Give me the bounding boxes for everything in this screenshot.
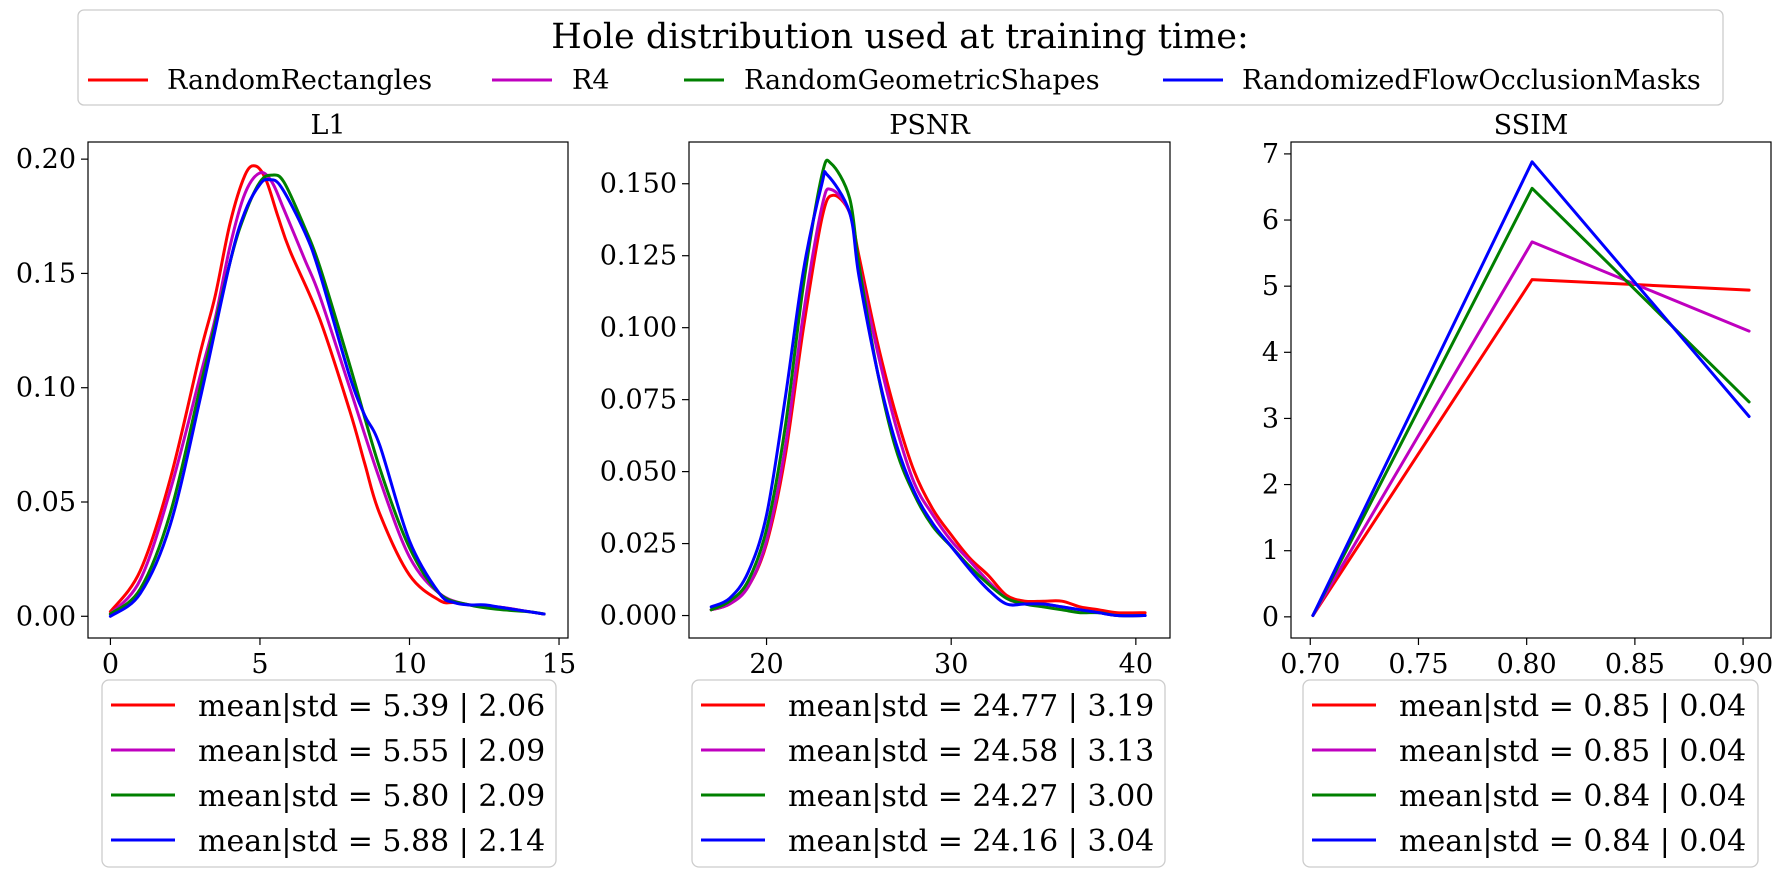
y-tick-label-ssim: 3 — [1262, 403, 1279, 434]
series-line-psnr-randomized-flow-occlusion-masks — [709, 170, 1147, 618]
series-line-ssim-r4 — [1311, 240, 1751, 617]
series-line-l1-randomized-flow-occlusion-masks — [108, 178, 546, 618]
series-line-ssim-randomized-flow-occlusion-masks — [1311, 160, 1751, 617]
top-legend: Hole distribution used at training time:… — [77, 9, 1724, 106]
y-tick-label-l1: 0.10 — [16, 373, 76, 404]
legend-label-l1-randomized-flow-occlusion-masks: mean|std = 5.88 | 2.14 — [198, 824, 545, 859]
y-tick-label-l1: 0.05 — [16, 487, 76, 518]
top-legend-label-r4: R4 — [572, 65, 610, 96]
legend-label-psnr-random-rectangles: mean|std = 24.77 | 3.19 — [788, 689, 1154, 724]
legend-label-ssim-random-rectangles: mean|std = 0.85 | 0.04 — [1399, 689, 1746, 724]
x-tick-label-l1: 5 — [251, 649, 268, 680]
series-line-l1-random-geometric-shapes — [108, 173, 546, 616]
y-tick-label-psnr: 0.125 — [600, 241, 677, 272]
legend-psnr: mean|std = 24.77 | 3.19 mean|std = 24.58 … — [691, 679, 1166, 868]
y-tick-label-ssim: 5 — [1262, 271, 1279, 302]
chart-l1: L1 0 5 10 15 0.00 0.05 0.10 0.15 0.20 mean|std = 5… — [16, 110, 576, 868]
series-line-ssim-random-geometric-shapes — [1311, 186, 1751, 617]
legend-label-l1-random-geometric-shapes: mean|std = 5.80 | 2.09 — [198, 779, 545, 814]
y-tick-label-l1: 0.15 — [16, 258, 76, 289]
top-legend-label-random-geometric-shapes: RandomGeometricShapes — [744, 65, 1100, 96]
top-legend-box — [77, 9, 1724, 106]
y-tick-label-psnr: 0.025 — [600, 529, 677, 560]
legend-label-psnr-random-geometric-shapes: mean|std = 24.27 | 3.00 — [788, 779, 1154, 814]
legend-label-l1-random-rectangles: mean|std = 5.39 | 2.06 — [198, 689, 545, 724]
x-tick-label-ssim: 0.75 — [1388, 649, 1448, 680]
plot-frame-l1 — [87, 141, 569, 639]
series-line-psnr-r4 — [709, 187, 1147, 618]
x-tick-label-psnr: 40 — [1119, 649, 1153, 680]
top-legend-label-randomized-flow-occlusion-masks: RandomizedFlowOcclusionMasks — [1242, 65, 1701, 96]
y-tick-label-psnr: 0.050 — [600, 457, 677, 488]
series-line-psnr-random-rectangles — [709, 193, 1147, 615]
legend-label-ssim-random-geometric-shapes: mean|std = 0.84 | 0.04 — [1399, 779, 1746, 814]
legend-ssim: mean|std = 0.85 | 0.04 mean|std = 0.85 | … — [1302, 679, 1759, 868]
top-legend-label-random-rectangles: RandomRectangles — [167, 65, 432, 96]
x-tick-label-l1: 15 — [542, 649, 576, 680]
legend-label-psnr-randomized-flow-occlusion-masks: mean|std = 24.16 | 3.04 — [788, 824, 1154, 859]
x-tick-label-l1: 0 — [102, 649, 119, 680]
figure-title: Hole distribution used at training time: — [551, 17, 1249, 57]
series-line-ssim-random-rectangles — [1311, 278, 1751, 617]
x-tick-label-psnr: 20 — [749, 649, 783, 680]
y-tick-label-ssim: 1 — [1262, 536, 1279, 567]
y-tick-label-psnr: 0.150 — [600, 169, 677, 200]
y-tick-label-ssim: 2 — [1262, 470, 1279, 501]
x-tick-label-ssim: 0.80 — [1497, 649, 1557, 680]
legend-label-ssim-randomized-flow-occlusion-masks: mean|std = 0.84 | 0.04 — [1399, 824, 1746, 859]
legend-box-ssim — [1302, 679, 1759, 868]
x-tick-label-ssim: 0.90 — [1713, 649, 1773, 680]
legend-label-l1-r4: mean|std = 5.55 | 2.09 — [198, 734, 545, 769]
y-tick-label-l1: 0.00 — [16, 601, 76, 632]
series-line-l1-random-rectangles — [108, 164, 546, 616]
legend-box-psnr — [691, 679, 1166, 868]
x-tick-label-psnr: 30 — [934, 649, 968, 680]
series-line-l1-r4 — [108, 171, 546, 616]
chart-title-psnr: PSNR — [889, 110, 970, 141]
y-tick-label-ssim: 0 — [1262, 602, 1279, 633]
legend-box-l1 — [101, 679, 557, 868]
plot-frame-ssim — [1290, 141, 1772, 639]
y-tick-label-l1: 0.20 — [16, 144, 76, 175]
y-tick-label-psnr: 0.100 — [600, 313, 677, 344]
y-tick-label-ssim: 6 — [1262, 205, 1279, 236]
x-tick-label-ssim: 0.70 — [1280, 649, 1340, 680]
chart-title-ssim: SSIM — [1494, 110, 1569, 141]
legend-l1: mean|std = 5.39 | 2.06 mean|std = 5.55 | … — [101, 679, 557, 868]
chart-title-l1: L1 — [310, 110, 345, 141]
chart-ssim: SSIM 0.70 0.75 0.80 0.85 0.90 0 1 2 3 4 5 6 7 mean|std… — [1262, 110, 1773, 868]
x-tick-label-l1: 10 — [392, 649, 426, 680]
chart-psnr: PSNR 20 30 40 0.000 0.025 0.050 0.075 0.100 0.125… — [600, 110, 1171, 868]
x-tick-label-ssim: 0.85 — [1605, 649, 1665, 680]
plot-frame-psnr — [688, 141, 1171, 639]
y-tick-label-psnr: 0.075 — [600, 385, 677, 416]
y-tick-label-ssim: 7 — [1262, 139, 1279, 170]
y-tick-label-ssim: 4 — [1262, 337, 1279, 368]
legend-label-ssim-r4: mean|std = 0.85 | 0.04 — [1399, 734, 1746, 769]
y-tick-label-psnr: 0.000 — [600, 601, 677, 632]
series-line-psnr-random-geometric-shapes — [709, 158, 1147, 618]
legend-label-psnr-r4: mean|std = 24.58 | 3.13 — [788, 734, 1154, 769]
